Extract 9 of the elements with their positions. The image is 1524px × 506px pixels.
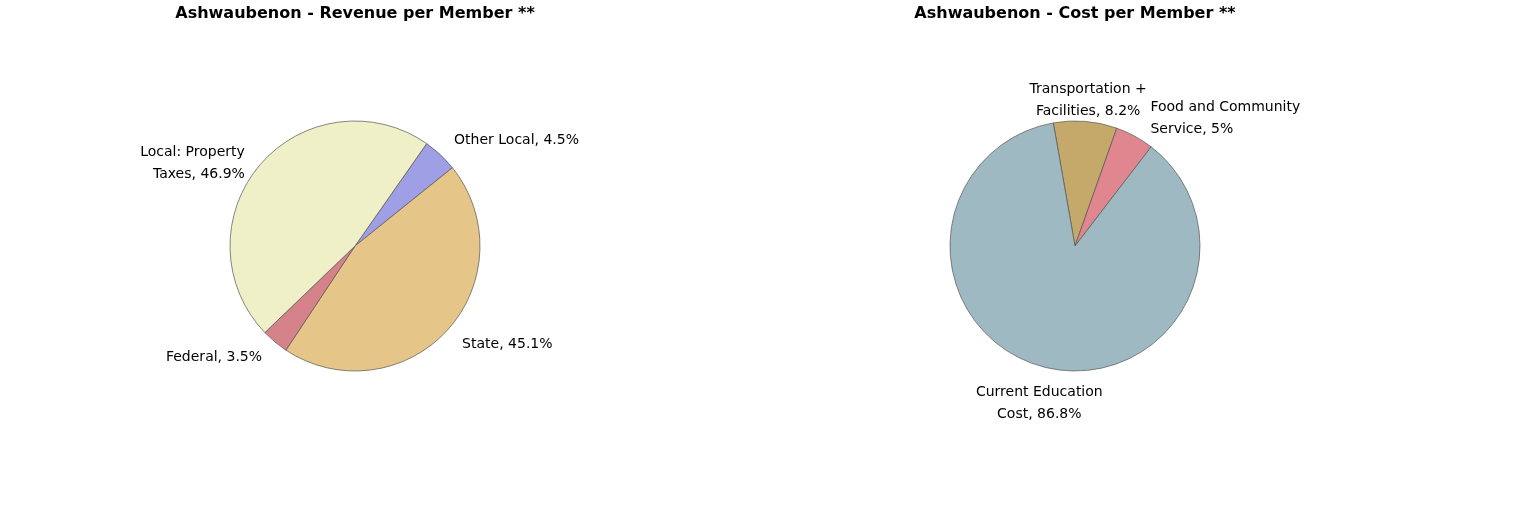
slice-label: Food and Community Service, 5% [1150,98,1301,137]
slice-label: Transportation + Facilities, 8.2% [1028,79,1147,118]
slice-label: Federal, 3.5% [165,348,263,365]
slice-label: Current Education Cost, 86.8% [975,382,1103,421]
chart-title: Ashwaubenon - Cost per Member ** [914,3,1237,22]
slice-label: Other Local, 4.5% [454,131,580,148]
slice-label: Local: Property Taxes, 46.9% [140,142,245,181]
slice-label: State, 45.1% [462,334,553,351]
chart-title: Ashwaubenon - Revenue per Member ** [175,3,536,22]
